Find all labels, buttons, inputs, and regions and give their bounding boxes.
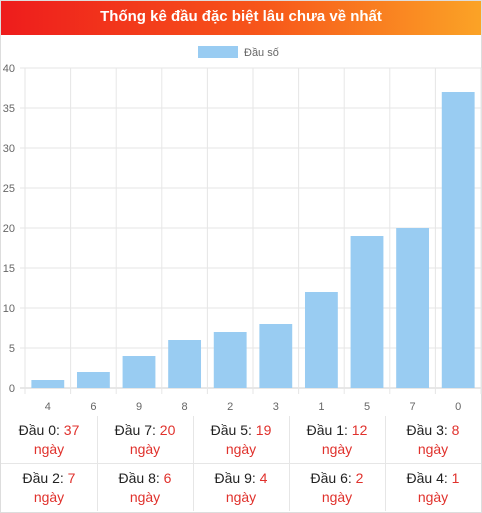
x-tick-label: 0 <box>455 401 461 413</box>
stat-cell: Đầu 0: 37 ngày <box>1 416 98 464</box>
stat-unit: ngày <box>225 441 257 457</box>
bar <box>441 92 475 388</box>
stat-value: 20 <box>159 422 176 438</box>
stat-cell: Đầu 2: 7 ngày <box>1 464 98 511</box>
stat-label: Đầu 5: <box>210 422 252 438</box>
stat-cell: Đầu 7: 20 ngày <box>97 416 194 464</box>
stat-unit: ngày <box>417 489 449 505</box>
bar <box>350 236 384 388</box>
legend-label: Đầu số <box>244 47 279 59</box>
y-tick-label: 0 <box>9 383 15 395</box>
stat-label: Đầu 0: <box>18 422 60 438</box>
stat-value: 4 <box>259 470 268 486</box>
stat-label: Đầu 1: <box>306 422 348 438</box>
stat-value: 6 <box>163 470 172 486</box>
bar <box>213 332 247 388</box>
stat-value: 2 <box>355 470 364 486</box>
stat-label: Đầu 6: <box>310 470 352 486</box>
stat-unit: ngày <box>321 489 353 505</box>
stat-cell: Đầu 4: 1 ngày <box>385 464 481 511</box>
stat-value: 37 <box>63 422 80 438</box>
bar <box>304 292 338 388</box>
stat-cell: Đầu 5: 19 ngày <box>193 416 290 464</box>
y-tick-label: 35 <box>3 103 15 115</box>
stat-label: Đầu 7: <box>114 422 156 438</box>
x-tick-label: 6 <box>90 401 96 413</box>
page-title: Thống kê đầu đặc biệt lâu chưa về nhất <box>1 1 481 35</box>
bar <box>259 324 293 388</box>
stat-label: Đầu 2: <box>22 470 64 486</box>
stat-value: 1 <box>451 470 460 486</box>
stat-unit: ngày <box>129 441 161 457</box>
stat-cell: Đầu 9: 4 ngày <box>193 464 290 511</box>
legend-swatch <box>198 46 238 58</box>
x-tick-label: 9 <box>136 401 142 413</box>
bar <box>122 356 156 388</box>
x-tick-label: 2 <box>227 401 233 413</box>
stat-value: 19 <box>255 422 272 438</box>
y-tick-label: 30 <box>3 143 15 155</box>
x-tick-label: 8 <box>182 401 188 413</box>
x-tick-label: 5 <box>364 401 370 413</box>
stats-grid: Đầu 0: 37 ngày Đầu 7: 20 ngày Đầu 5: 19 … <box>1 416 481 512</box>
x-tick-label: 1 <box>318 401 324 413</box>
stat-label: Đầu 9: <box>214 470 256 486</box>
bar <box>168 340 202 388</box>
stat-value: 7 <box>67 470 76 486</box>
x-tick-label: 7 <box>410 401 416 413</box>
stat-cell: Đầu 1: 12 ngày <box>289 416 386 464</box>
bar <box>76 372 110 388</box>
x-tick-label: 3 <box>273 401 279 413</box>
y-tick-label: 15 <box>3 263 15 275</box>
stat-cell: Đầu 8: 6 ngày <box>97 464 194 511</box>
bar <box>31 380 65 388</box>
y-tick-label: 25 <box>3 183 15 195</box>
stat-unit: ngày <box>321 441 353 457</box>
y-tick-label: 40 <box>3 63 15 75</box>
stat-value: 8 <box>451 422 460 438</box>
y-tick-label: 20 <box>3 223 15 235</box>
stat-unit: ngày <box>417 441 449 457</box>
stat-unit: ngày <box>33 441 65 457</box>
stat-unit: ngày <box>225 489 257 505</box>
stat-label: Đầu 4: <box>406 470 448 486</box>
x-tick-label: 4 <box>45 401 51 413</box>
stat-cell: Đầu 6: 2 ngày <box>289 464 386 511</box>
bar <box>396 228 430 388</box>
stat-unit: ngày <box>33 489 65 505</box>
stat-unit: ngày <box>129 489 161 505</box>
y-tick-label: 5 <box>9 343 15 355</box>
stat-cell: Đầu 3: 8 ngày <box>385 416 481 464</box>
y-tick-label: 10 <box>3 303 15 315</box>
stat-value: 12 <box>351 422 368 438</box>
stat-label: Đầu 3: <box>406 422 448 438</box>
stat-label: Đầu 8: <box>118 470 160 486</box>
